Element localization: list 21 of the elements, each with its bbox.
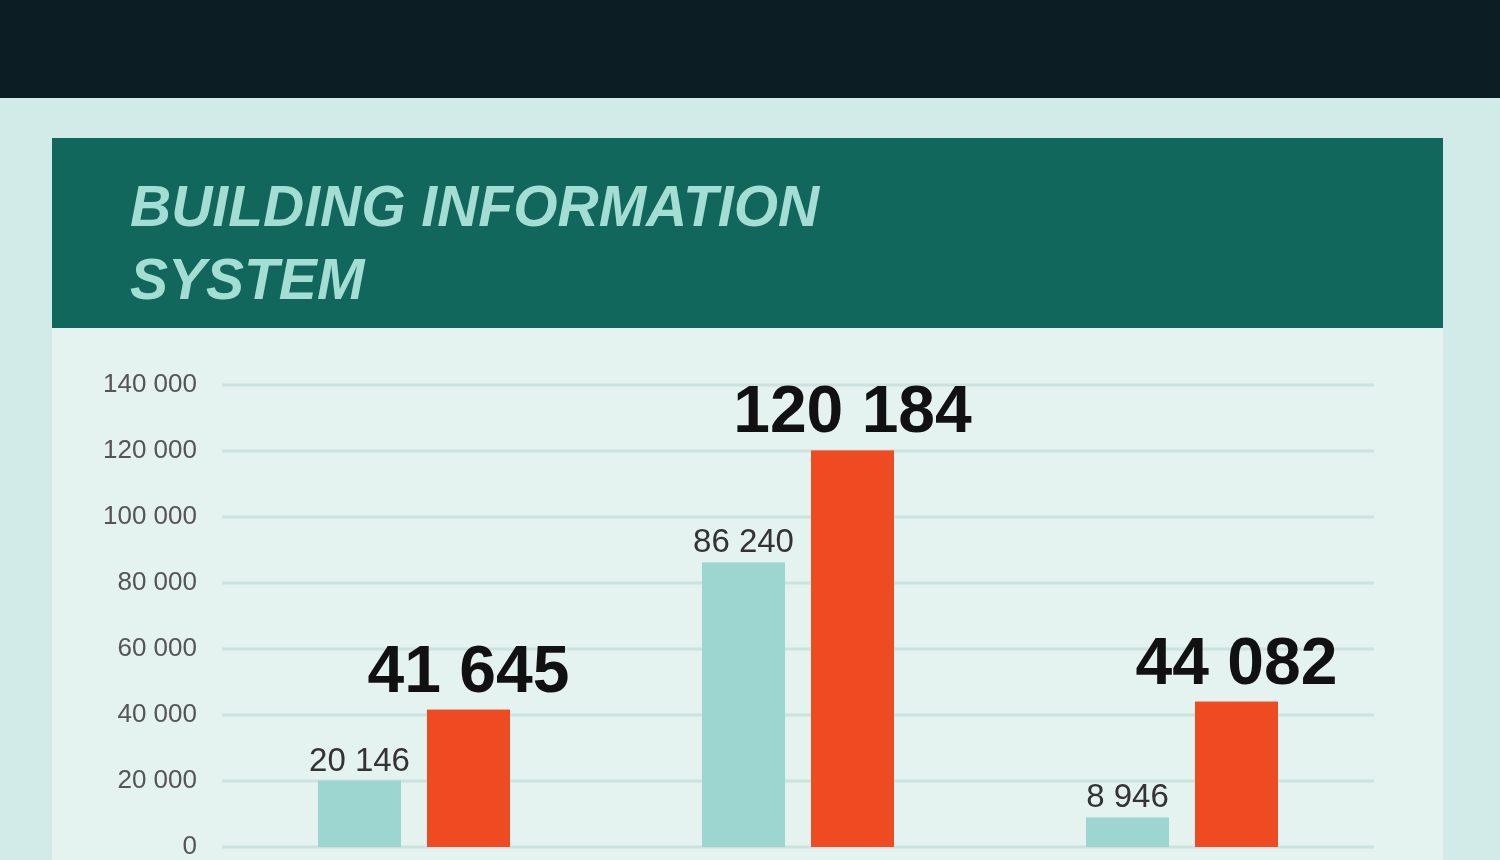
data-label: 41 645 xyxy=(367,631,570,706)
data-label: 86 240 xyxy=(693,522,794,560)
y-tick-label: 0 xyxy=(182,829,197,860)
data-label: 120 184 xyxy=(733,372,973,447)
bar xyxy=(811,450,894,847)
y-tick-label: 80 000 xyxy=(117,565,197,596)
y-tick-label: 60 000 xyxy=(117,631,197,662)
chart-title: BUILDING INFORMATION SYSTEM xyxy=(130,174,822,311)
bar xyxy=(702,562,785,847)
y-tick-label: 20 000 xyxy=(117,763,197,794)
bar xyxy=(318,780,401,847)
y-tick-label: 40 000 xyxy=(117,697,197,728)
bar xyxy=(1086,817,1169,847)
data-label: 20 146 xyxy=(309,740,410,778)
y-tick-label: 120 000 xyxy=(103,433,197,464)
bar xyxy=(1195,701,1278,847)
data-label: 44 082 xyxy=(1135,623,1338,698)
bar xyxy=(427,709,510,847)
y-tick-label: 140 000 xyxy=(103,367,197,398)
data-label: 8 946 xyxy=(1086,777,1169,815)
y-tick-label: 100 000 xyxy=(103,499,197,530)
